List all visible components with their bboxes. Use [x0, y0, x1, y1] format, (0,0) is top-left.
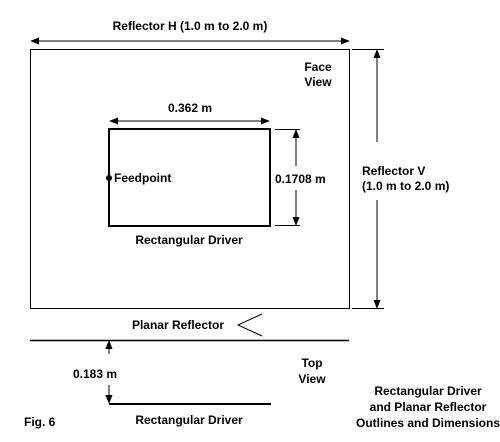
reflector-v-label-line1: Reflector V — [362, 164, 425, 178]
rectangular-driver-label: Rectangular Driver — [135, 233, 243, 247]
reflector-v-label-line2: (1.0 m to 2.0 m) — [362, 179, 449, 193]
figure-number: Fig. 6 — [24, 415, 56, 429]
spacing-label: 0.183 m — [73, 367, 117, 381]
reflector-h-label: Reflector H (1.0 m to 2.0 m) — [113, 19, 268, 33]
driver-height-label: 0.1708 m — [275, 172, 326, 186]
caption-line1: Rectangular Driver — [374, 384, 482, 398]
face-view-label-line1: Face — [304, 60, 332, 74]
face-view-label-line2: View — [304, 75, 332, 89]
top-view-label-line1: Top — [301, 356, 322, 370]
top-view-label-line2: View — [298, 372, 326, 386]
planar-reflector-label: Planar Reflector — [132, 318, 224, 332]
driver-width-label: 0.362 m — [168, 101, 212, 115]
top-view-driver-label: Rectangular Driver — [135, 413, 243, 427]
feedpoint-label: Feedpoint — [114, 171, 171, 185]
caption-line3: Outlines and Dimensions — [356, 416, 500, 430]
caption-line2: and Planar Reflector — [370, 400, 487, 414]
feedpoint-dot — [106, 175, 112, 181]
planar-reflector-pointer — [236, 313, 263, 337]
reflector-outline — [30, 49, 350, 309]
